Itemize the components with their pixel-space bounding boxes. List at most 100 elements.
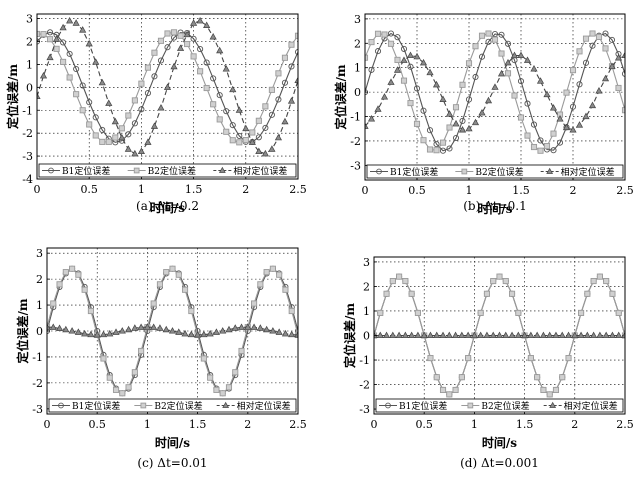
data-point — [62, 325, 70, 333]
data-point — [157, 57, 165, 64]
data-point — [589, 30, 596, 37]
data-point — [288, 41, 295, 48]
data-point — [229, 85, 237, 93]
data-point — [491, 36, 499, 43]
tick-label-y: -2 — [22, 127, 33, 140]
data-point — [470, 331, 478, 339]
data-point — [485, 30, 492, 37]
data-point — [602, 30, 609, 37]
data-point — [86, 121, 93, 128]
tick-label-x: 1.5 — [189, 418, 207, 431]
data-point — [596, 273, 603, 280]
data-point — [521, 331, 529, 339]
data-point — [47, 323, 51, 330]
data-point — [569, 126, 577, 133]
tick-label-x: 0 — [371, 418, 378, 431]
data-point — [156, 281, 164, 288]
legend-label-0: B1定位误差 — [62, 165, 110, 177]
y-axis-label: 定位误差/m — [333, 64, 348, 129]
data-point — [539, 331, 548, 339]
data-point — [433, 374, 440, 381]
data-point — [118, 327, 126, 334]
data-point — [498, 31, 505, 38]
data-point — [203, 21, 211, 29]
data-point — [106, 374, 113, 381]
data-point — [445, 110, 454, 117]
data-point — [381, 31, 388, 38]
data-point — [563, 89, 570, 96]
tick-label-y: 3 — [354, 13, 361, 26]
data-point — [157, 104, 165, 111]
legend-marker-0 — [385, 402, 391, 409]
data-point — [537, 147, 544, 154]
data-point — [452, 119, 460, 127]
legend-marker-0 — [48, 167, 54, 174]
data-point — [465, 60, 473, 67]
data-point — [236, 132, 243, 139]
data-point — [446, 145, 453, 152]
data-point — [197, 46, 204, 53]
tick-label-x: 2.5 — [289, 183, 307, 196]
data-point — [190, 19, 198, 26]
data-point — [170, 62, 178, 70]
data-point — [595, 86, 603, 94]
tick-label-y: -4 — [22, 173, 33, 186]
tick-label-x: 0.5 — [80, 183, 98, 196]
legend-label-1: B2定位误差 — [154, 400, 202, 412]
tick-label-x: 0.5 — [415, 418, 433, 431]
data-point — [608, 62, 616, 70]
data-point — [50, 300, 57, 307]
data-point — [452, 104, 460, 111]
data-point — [124, 325, 133, 333]
data-point — [138, 80, 145, 87]
data-point — [92, 58, 100, 65]
data-point — [367, 115, 376, 122]
legend-label-0: B1定位误差 — [390, 166, 438, 178]
data-point — [236, 139, 243, 146]
data-point — [596, 331, 604, 339]
data-point — [255, 117, 262, 124]
data-point — [576, 48, 583, 55]
tick-label-x: 1 — [471, 418, 478, 431]
subplot-caption: (a) Δt=0.2 — [136, 199, 199, 213]
data-point — [602, 331, 610, 339]
data-point — [387, 30, 395, 37]
tick-label-y: -3 — [350, 159, 361, 172]
data-point — [162, 325, 170, 333]
data-point — [118, 125, 125, 132]
data-point — [569, 67, 577, 74]
data-point — [229, 122, 236, 129]
data-point — [196, 16, 204, 24]
data-point — [490, 277, 497, 285]
tick-label-y: 3 — [36, 247, 43, 260]
data-point — [164, 30, 171, 37]
legend-marker-2 — [549, 401, 557, 408]
data-point — [46, 53, 54, 61]
data-point — [621, 70, 625, 77]
x-axis-label: 时间/s — [155, 435, 190, 450]
data-point — [459, 81, 466, 88]
data-point — [621, 51, 625, 59]
data-point — [564, 331, 573, 339]
data-point — [432, 80, 441, 88]
data-point — [485, 38, 492, 45]
data-point — [87, 307, 94, 315]
tick-label-y: -1 — [32, 351, 43, 364]
data-point — [223, 128, 230, 135]
data-point — [222, 65, 230, 72]
data-point — [584, 290, 591, 297]
data-point — [288, 63, 295, 70]
data-point — [427, 355, 434, 362]
data-point — [495, 331, 504, 339]
data-point — [534, 374, 541, 381]
data-point — [517, 114, 525, 121]
data-point — [465, 124, 473, 132]
data-point — [144, 90, 151, 97]
subplot-1: 0 0.5 1 1.5 2 2.5 -3 -2 -1 0 1 2 3 时间/s 定位误差/m B1定位误差 B2… — [333, 13, 634, 216]
series-group — [47, 265, 298, 397]
data-point — [589, 42, 596, 49]
data-point — [131, 120, 138, 127]
data-point — [588, 101, 597, 109]
legend-marker-0 — [376, 168, 382, 175]
legend-marker-2 — [222, 401, 230, 408]
